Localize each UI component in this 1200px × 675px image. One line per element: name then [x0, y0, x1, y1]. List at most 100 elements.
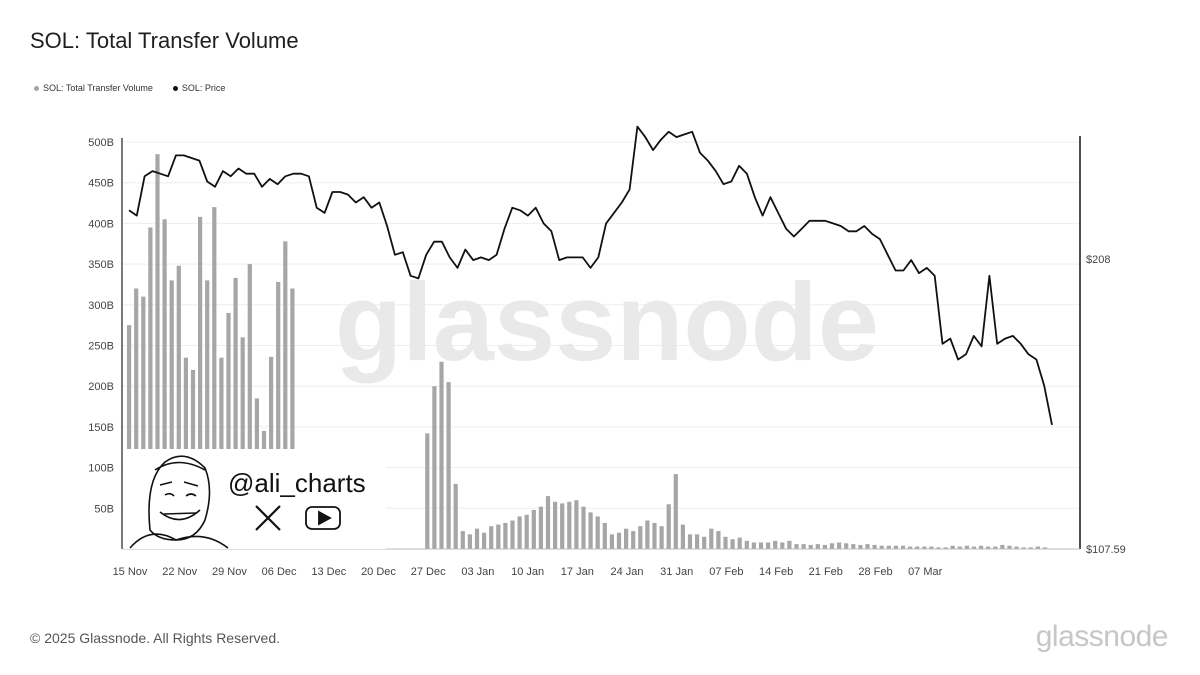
- volume-bar[interactable]: [624, 528, 629, 549]
- volume-bar[interactable]: [439, 361, 444, 549]
- volume-bar[interactable]: [908, 546, 913, 549]
- volume-bar[interactable]: [631, 531, 636, 549]
- legend-item-price[interactable]: SOL: Price: [172, 83, 225, 93]
- volume-bar[interactable]: [432, 386, 437, 549]
- volume-bar[interactable]: [517, 516, 522, 549]
- volume-bar[interactable]: [496, 524, 501, 549]
- volume-bar[interactable]: [460, 531, 465, 549]
- volume-bar[interactable]: [176, 265, 181, 549]
- volume-bar[interactable]: [474, 528, 480, 549]
- volume-bar[interactable]: [574, 500, 579, 549]
- volume-bar[interactable]: [553, 501, 558, 549]
- volume-bar[interactable]: [169, 280, 174, 549]
- volume-bar[interactable]: [893, 545, 898, 549]
- volume-bar[interactable]: [226, 312, 231, 549]
- volume-bar[interactable]: [794, 544, 799, 549]
- volume-bar[interactable]: [609, 534, 614, 549]
- volume-bar[interactable]: [900, 545, 906, 549]
- volume-bar[interactable]: [687, 534, 693, 549]
- volume-bar[interactable]: [510, 520, 515, 549]
- volume-bar[interactable]: [602, 522, 607, 549]
- volume-bar[interactable]: [290, 288, 295, 549]
- volume-bar[interactable]: [695, 534, 700, 549]
- volume-bar[interactable]: [737, 537, 742, 549]
- volume-bar[interactable]: [283, 241, 288, 550]
- volume-bar[interactable]: [616, 532, 622, 549]
- volume-bar[interactable]: [865, 544, 870, 549]
- volume-bar[interactable]: [212, 207, 217, 549]
- volume-bar[interactable]: [1035, 546, 1040, 549]
- volume-bar[interactable]: [205, 280, 210, 549]
- volume-bar[interactable]: [886, 545, 891, 549]
- volume-bar[interactable]: [915, 546, 920, 549]
- legend-item-volume[interactable]: SOL: Total Transfer Volume: [34, 83, 153, 93]
- volume-bar[interactable]: [808, 544, 813, 549]
- volume-bar[interactable]: [858, 544, 863, 549]
- volume-bar[interactable]: [879, 545, 884, 549]
- volume-bar[interactable]: [723, 536, 728, 549]
- volume-bar[interactable]: [716, 531, 721, 549]
- volume-bar[interactable]: [964, 545, 969, 549]
- volume-bar[interactable]: [162, 219, 167, 549]
- volume-bar[interactable]: [247, 264, 252, 549]
- volume-bar[interactable]: [766, 542, 771, 549]
- volume-bar[interactable]: [148, 227, 153, 549]
- volume-bar[interactable]: [155, 154, 160, 549]
- volume-bar[interactable]: [425, 433, 430, 549]
- volume-bar[interactable]: [503, 522, 508, 549]
- volume-bar[interactable]: [971, 546, 977, 549]
- volume-bar[interactable]: [780, 542, 785, 549]
- volume-bar[interactable]: [1014, 546, 1019, 549]
- volume-bar[interactable]: [936, 547, 941, 549]
- volume-bar[interactable]: [787, 540, 792, 549]
- volume-bar[interactable]: [588, 512, 593, 549]
- volume-bar[interactable]: [567, 501, 572, 549]
- volume-bar[interactable]: [198, 216, 203, 549]
- volume-bar[interactable]: [822, 544, 827, 549]
- volume-bar[interactable]: [744, 540, 749, 549]
- volume-bar[interactable]: [950, 545, 955, 549]
- volume-bar[interactable]: [993, 546, 998, 549]
- volume-bar[interactable]: [545, 496, 551, 549]
- volume-bar[interactable]: [489, 526, 494, 549]
- volume-bar[interactable]: [751, 542, 756, 549]
- volume-bar[interactable]: [922, 546, 927, 549]
- volume-bar[interactable]: [709, 528, 714, 549]
- volume-bar[interactable]: [851, 544, 856, 549]
- volume-bar[interactable]: [730, 539, 735, 549]
- volume-bar[interactable]: [837, 542, 842, 549]
- volume-bar[interactable]: [276, 282, 281, 549]
- volume-bar[interactable]: [1028, 547, 1033, 549]
- volume-bar[interactable]: [531, 509, 536, 549]
- volume-bar[interactable]: [659, 526, 664, 549]
- volume-bar[interactable]: [240, 337, 245, 549]
- volume-bar[interactable]: [581, 506, 586, 549]
- volume-bar[interactable]: [801, 544, 806, 549]
- volume-bar[interactable]: [141, 296, 146, 549]
- volume-bar[interactable]: [957, 546, 962, 549]
- volume-bar[interactable]: [645, 520, 650, 549]
- volume-bar[interactable]: [233, 277, 238, 549]
- volume-bar[interactable]: [524, 514, 529, 549]
- volume-bar[interactable]: [560, 503, 565, 549]
- volume-bar[interactable]: [127, 325, 132, 549]
- volume-bar[interactable]: [979, 545, 984, 549]
- volume-bar[interactable]: [1007, 545, 1012, 549]
- volume-bar[interactable]: [446, 382, 451, 549]
- volume-bar[interactable]: [652, 522, 657, 549]
- volume-bar[interactable]: [482, 532, 487, 549]
- volume-bar[interactable]: [943, 547, 948, 549]
- volume-bar[interactable]: [702, 536, 707, 549]
- volume-bar[interactable]: [538, 506, 543, 549]
- volume-bar[interactable]: [758, 542, 764, 549]
- volume-bar[interactable]: [666, 504, 671, 549]
- volume-bar[interactable]: [815, 544, 820, 549]
- x-icon[interactable]: [255, 505, 281, 531]
- volume-bar[interactable]: [872, 544, 877, 549]
- youtube-icon[interactable]: [305, 506, 341, 530]
- volume-bar[interactable]: [829, 543, 835, 549]
- volume-bar[interactable]: [673, 474, 678, 549]
- volume-bar[interactable]: [638, 526, 643, 549]
- volume-bar[interactable]: [1042, 547, 1048, 549]
- volume-bar[interactable]: [680, 524, 685, 549]
